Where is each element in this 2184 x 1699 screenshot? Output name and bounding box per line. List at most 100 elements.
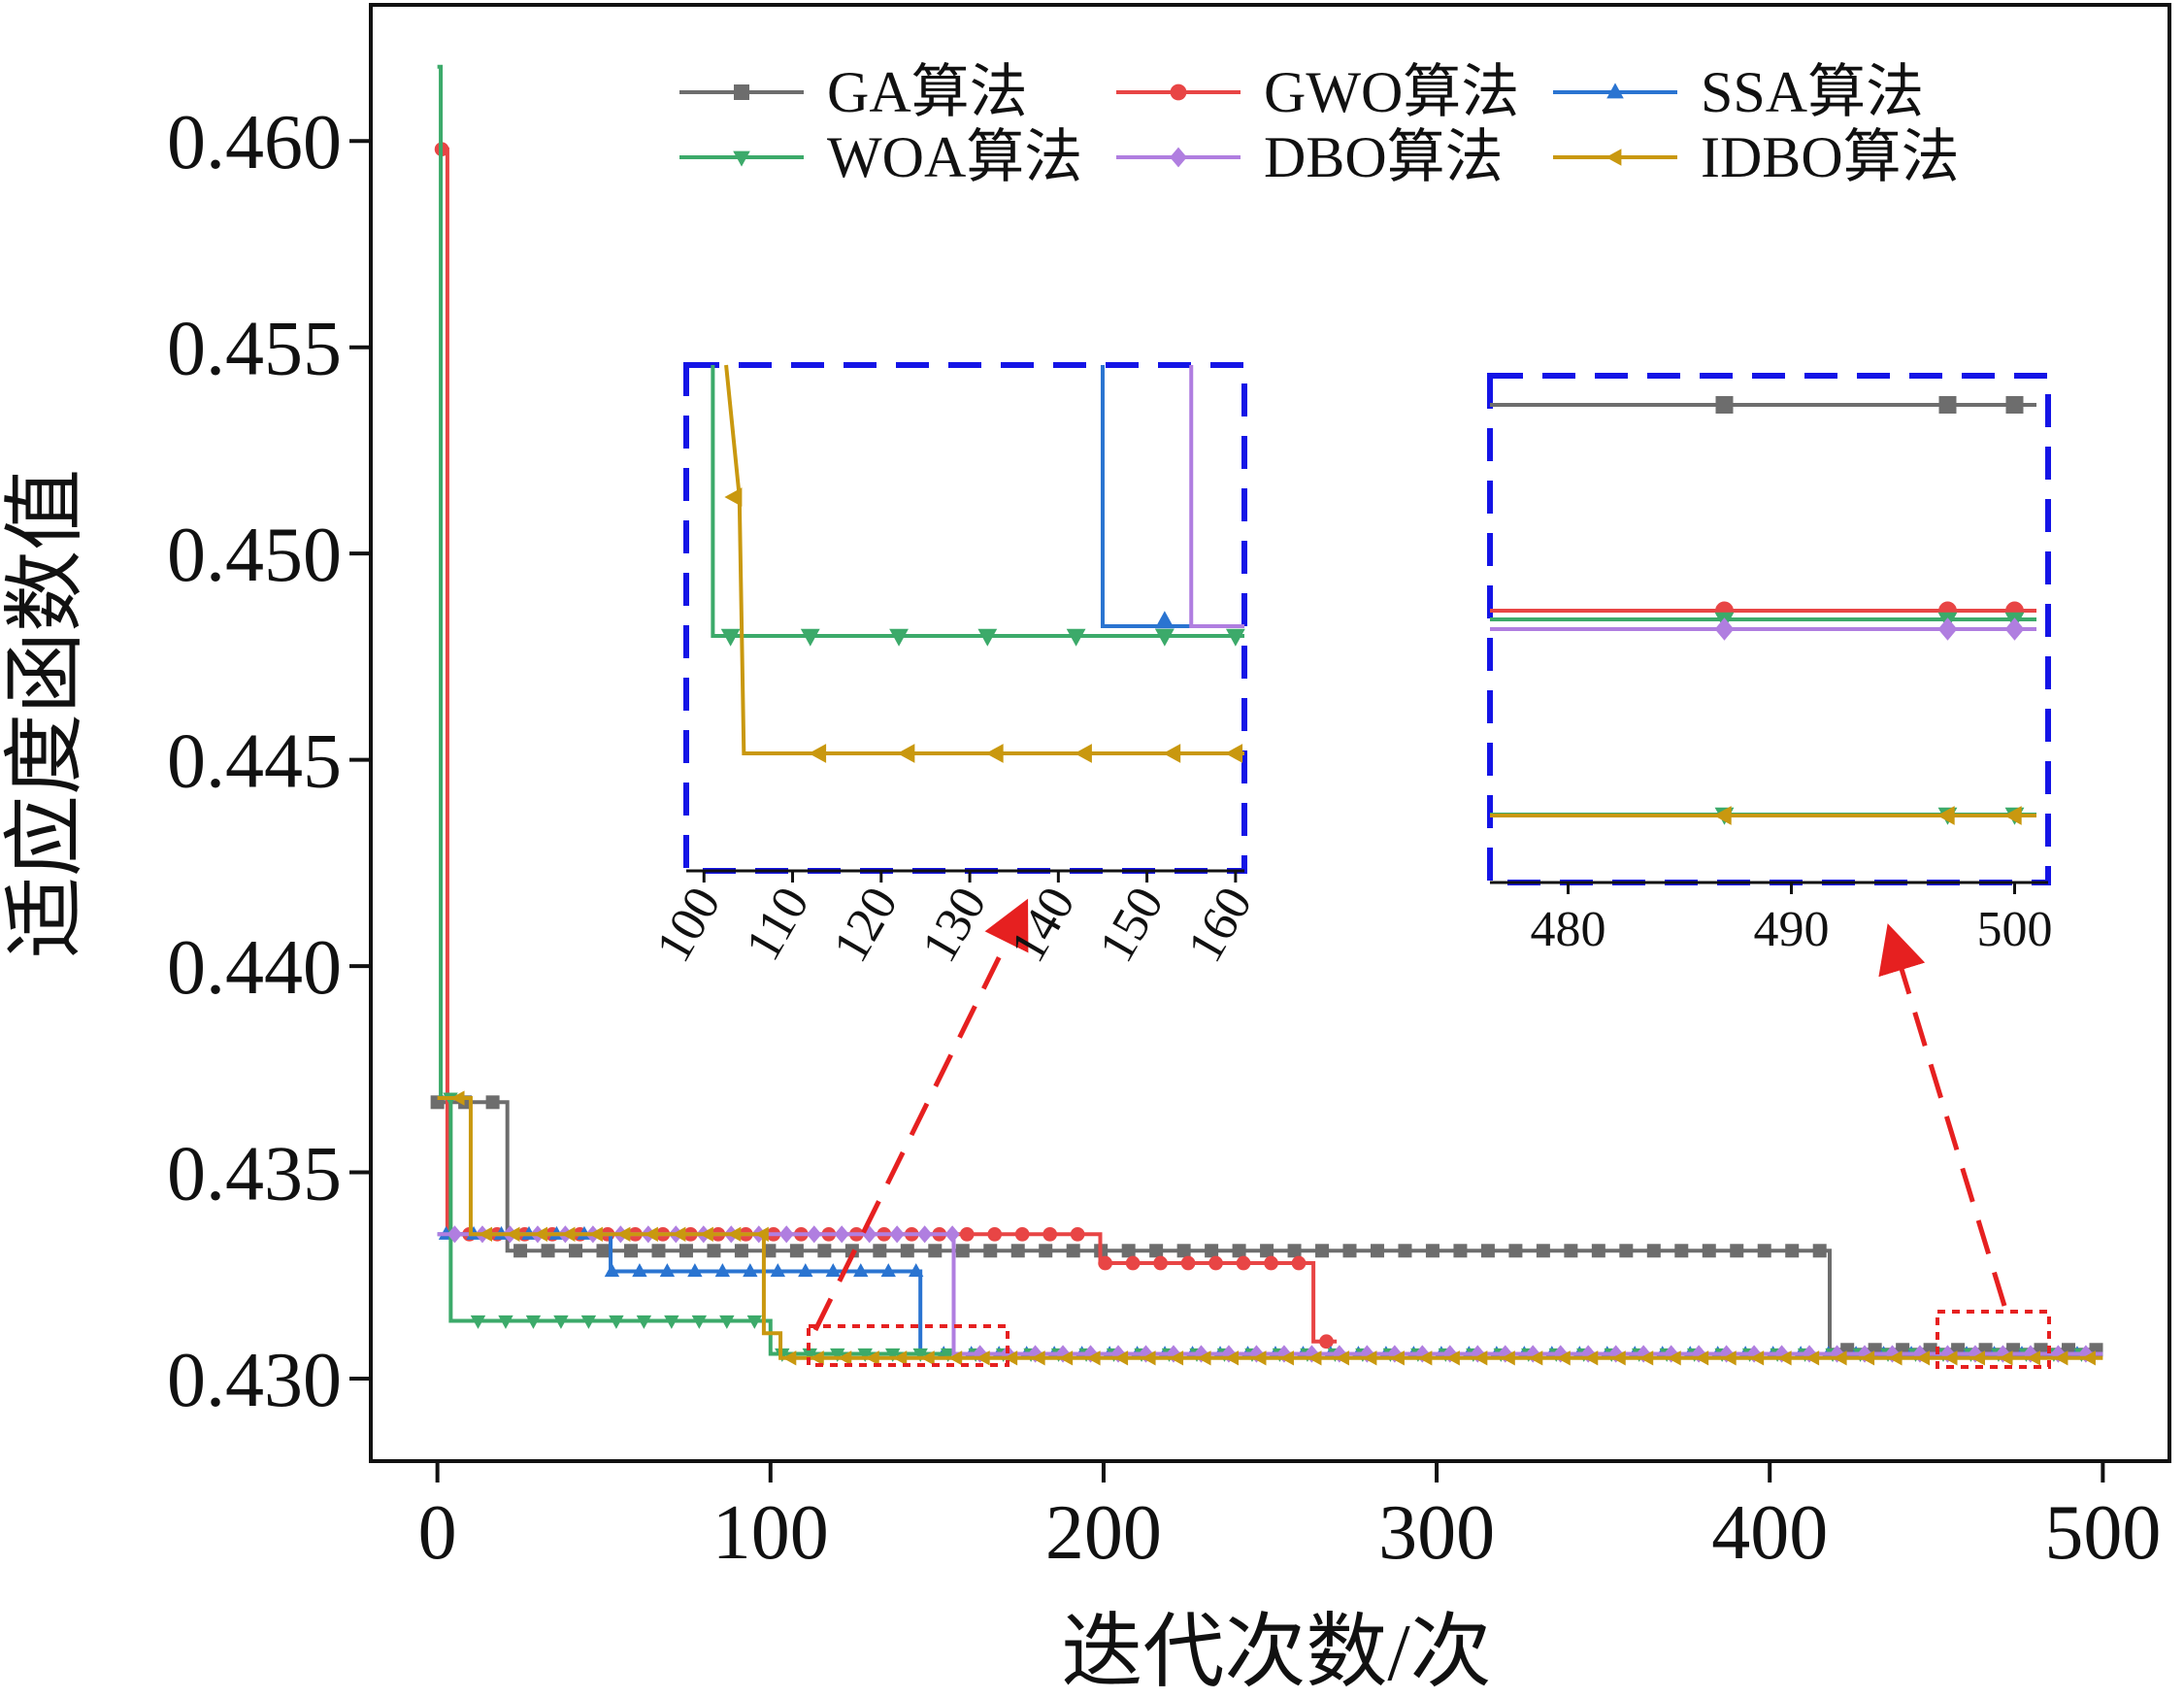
series-marker [1225, 744, 1243, 763]
series-marker [1370, 1244, 1384, 1258]
series-marker [1070, 1226, 1085, 1242]
x-tick-label: 500 [2044, 1490, 2161, 1576]
zoom-region-box-2 [1936, 1310, 2051, 1369]
legend-item: SSA算法 [1553, 60, 1924, 124]
series-marker [609, 1315, 624, 1329]
series-line [437, 64, 2103, 1356]
series-marker [1154, 611, 1175, 629]
series-marker [948, 1350, 963, 1366]
series-marker [807, 1225, 822, 1244]
series-marker [1225, 628, 1245, 647]
series-marker [1556, 1350, 1571, 1366]
series-marker [909, 1263, 924, 1278]
inset-1-frame [683, 362, 1247, 874]
series-marker [1805, 1350, 1820, 1366]
series-marker [1176, 1244, 1191, 1258]
series-marker [644, 1226, 658, 1242]
series-marker [699, 1226, 713, 1242]
series-marker [817, 1244, 832, 1258]
series-marker [838, 1350, 852, 1366]
series-marker [1335, 1350, 1349, 1366]
series-marker [1715, 396, 1734, 414]
inset-1: 100 110 120 130 140 150 160 [645, 362, 1263, 972]
series-marker [916, 1225, 933, 1244]
series-marker [734, 1244, 748, 1258]
y-tick-label: 0.430 [167, 1338, 342, 1423]
series-marker [977, 628, 998, 647]
series-marker [2004, 617, 2025, 641]
series-marker [889, 1225, 905, 1244]
series-marker [1418, 1350, 1433, 1366]
series-marker [664, 1315, 679, 1329]
series-marker [724, 487, 743, 507]
series-marker [1564, 1244, 1578, 1258]
series-marker [893, 1350, 908, 1366]
series-marker [541, 1244, 555, 1258]
plot-frame [369, 3, 2171, 1463]
series-marker [1777, 1350, 1792, 1366]
inset-1-woa-line [711, 365, 1244, 638]
series-marker [754, 1226, 769, 1242]
series-marker [1398, 1244, 1412, 1258]
series-marker [789, 1244, 804, 1258]
series-marker [1606, 83, 1624, 99]
series-marker [636, 1315, 652, 1329]
series-marker [1584, 1350, 1599, 1366]
series-marker [1142, 1350, 1156, 1366]
series-layer [430, 64, 2103, 1366]
legend-label: GA算法 [827, 60, 1028, 124]
zoom-arrow-2 [1878, 923, 2007, 1307]
series-marker [782, 1350, 797, 1366]
y-tick-label: 0.440 [167, 925, 342, 1011]
series-marker [985, 744, 1004, 763]
series-marker [691, 1315, 708, 1329]
series-marker [897, 744, 915, 763]
series-marker [588, 1226, 603, 1242]
series-marker [450, 1090, 465, 1106]
series-IDBO算法 [437, 1090, 2103, 1366]
series-marker [1163, 744, 1181, 763]
series-marker [1039, 1244, 1053, 1258]
series-marker [959, 1226, 975, 1242]
series-marker [1646, 1244, 1661, 1258]
series-marker [889, 628, 909, 647]
series-marker [1031, 1350, 1045, 1366]
legend-label: IDBO算法 [1701, 125, 1960, 189]
series-marker [920, 1350, 935, 1366]
series-marker [1971, 1350, 1986, 1366]
x-axis-title: 迭代次数/次 [1061, 1608, 1491, 1698]
series-marker [746, 1315, 763, 1329]
series-marker [900, 1244, 914, 1258]
series-marker [1714, 617, 1735, 641]
legend-label: WOA算法 [827, 125, 1082, 189]
series-marker [1042, 1226, 1058, 1242]
series-marker [857, 1348, 873, 1362]
series-marker [1154, 628, 1175, 647]
series-marker [1010, 1244, 1025, 1258]
series-marker [707, 1244, 721, 1258]
series-marker [955, 1244, 970, 1258]
series-marker [470, 1315, 486, 1329]
series-marker [533, 1226, 547, 1242]
series-marker [1833, 1350, 1847, 1366]
series-marker [506, 1226, 520, 1242]
series-marker [525, 1315, 542, 1329]
x-tick-label: 300 [1378, 1490, 1495, 1576]
y-tick-label: 0.460 [167, 100, 342, 185]
series-marker [1785, 1244, 1800, 1258]
series-marker [734, 84, 749, 100]
series-marker [928, 1244, 943, 1258]
series-marker [1180, 1255, 1196, 1271]
series-marker [1508, 1244, 1523, 1258]
series-marker [1059, 1350, 1074, 1366]
series-marker [1750, 1350, 1765, 1366]
series-marker [834, 1225, 849, 1244]
series-marker [1074, 744, 1092, 763]
series-marker [1208, 1255, 1223, 1271]
legend-item: GWO算法 [1116, 60, 1519, 124]
series-marker [1937, 617, 1958, 641]
series-marker [1888, 1350, 1903, 1366]
series-marker [659, 1263, 676, 1278]
series-marker [553, 1315, 569, 1329]
series-marker [770, 1263, 786, 1278]
